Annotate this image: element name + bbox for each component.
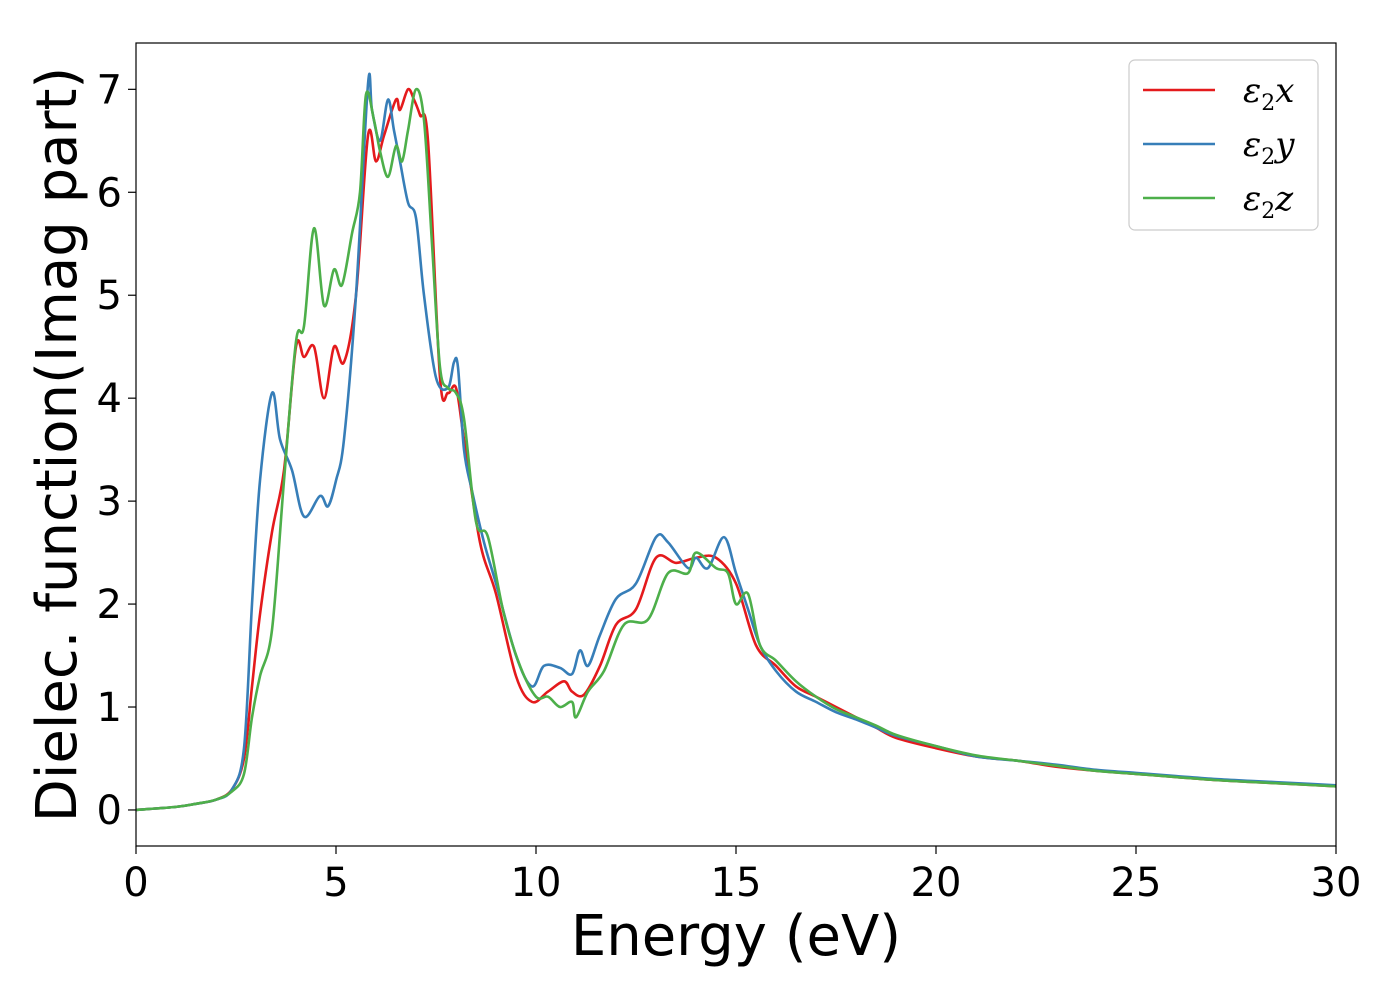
y-tick-label: 7	[97, 67, 122, 113]
y-tick-label: 2	[97, 582, 122, 628]
y-tick-label: 5	[97, 273, 122, 319]
x-axis-ticks: 0 5 10 15 20 25 30	[123, 846, 1361, 906]
legend-item-z: ε2z	[1143, 179, 1294, 224]
x-tick-label: 15	[711, 860, 762, 906]
legend-item-y: ε2y	[1143, 125, 1295, 170]
legend-label: ε2y	[1243, 125, 1295, 170]
y-tick-label: 6	[97, 170, 122, 216]
x-tick-label: 20	[911, 860, 962, 906]
y-tick-label: 3	[97, 479, 122, 525]
x-tick-label: 30	[1311, 860, 1362, 906]
plot-lines	[136, 72, 1336, 812]
legend-label: ε2z	[1243, 179, 1294, 224]
series-line-z	[136, 87, 1336, 812]
x-axis-title: Energy (eV)	[571, 904, 901, 969]
legend-label: ε2x	[1243, 71, 1294, 116]
legend-box	[1128, 59, 1319, 231]
x-tick-label: 25	[1111, 860, 1162, 906]
x-tick-label: 0	[123, 860, 148, 906]
y-tick-label: 4	[97, 376, 122, 422]
y-tick-label: 1	[97, 685, 122, 731]
y-axis-title: Dielec. function(Imag part)	[25, 67, 90, 823]
x-tick-label: 5	[323, 860, 348, 906]
legend: ε2x ε2y ε2z	[1128, 59, 1319, 231]
series-line-x	[136, 87, 1336, 812]
x-tick-label: 10	[511, 860, 562, 906]
y-tick-label: 0	[97, 788, 122, 834]
legend-item-x: ε2x	[1143, 71, 1294, 116]
y-axis-ticks: 0 1 2 3 4 5 6 7	[97, 67, 136, 834]
